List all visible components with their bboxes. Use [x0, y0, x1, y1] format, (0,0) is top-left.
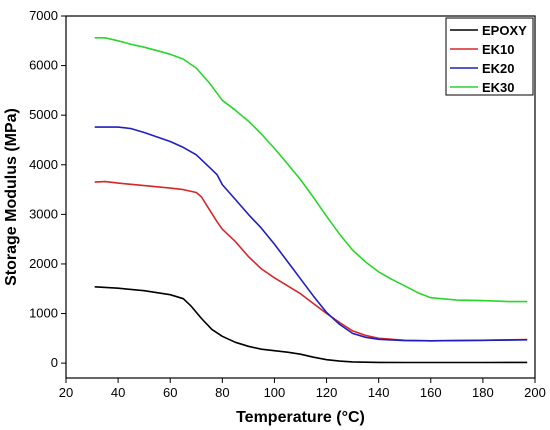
x-tick-label: 60 [163, 385, 177, 400]
legend-label-ek10: EK10 [482, 42, 515, 57]
x-tick-label: 140 [368, 385, 390, 400]
x-tick-label: 20 [59, 385, 73, 400]
series-layer [94, 37, 528, 364]
x-axis: 20 40 60 80 100 120 140 160 180 200 [59, 378, 546, 400]
y-tick-label: 6000 [29, 58, 58, 73]
y-axis-title: Storage Modulus (MPa) [3, 108, 20, 286]
y-axis: 0 1000 2000 3000 4000 5000 6000 7000 [29, 8, 66, 370]
series-line-ek20 [94, 126, 528, 342]
legend-label-ek30: EK30 [482, 80, 515, 95]
y-tick-label: 1000 [29, 306, 58, 321]
legend-label-ek20: EK20 [482, 61, 515, 76]
y-tick-label: 4000 [29, 157, 58, 172]
legend: EPOXY EK10 EK20 EK30 [445, 17, 534, 96]
y-tick-label: 2000 [29, 256, 58, 271]
y-tick-label: 7000 [29, 8, 58, 23]
y-tick-label: 3000 [29, 206, 58, 221]
series-line-ek30 [94, 37, 528, 303]
x-tick-label: 200 [524, 385, 546, 400]
x-tick-label: 80 [215, 385, 229, 400]
x-tick-label: 120 [316, 385, 338, 400]
x-tick-label: 160 [420, 385, 442, 400]
y-tick-label: 5000 [29, 107, 58, 122]
x-axis-title: Temperature (°C) [236, 409, 365, 426]
x-tick-label: 100 [264, 385, 286, 400]
series-line-epoxy [94, 286, 528, 364]
x-tick-label: 40 [111, 385, 125, 400]
x-tick-label: 180 [472, 385, 494, 400]
legend-label-epoxy: EPOXY [482, 23, 527, 38]
legend-box [445, 17, 534, 96]
y-tick-label: 0 [51, 355, 58, 370]
